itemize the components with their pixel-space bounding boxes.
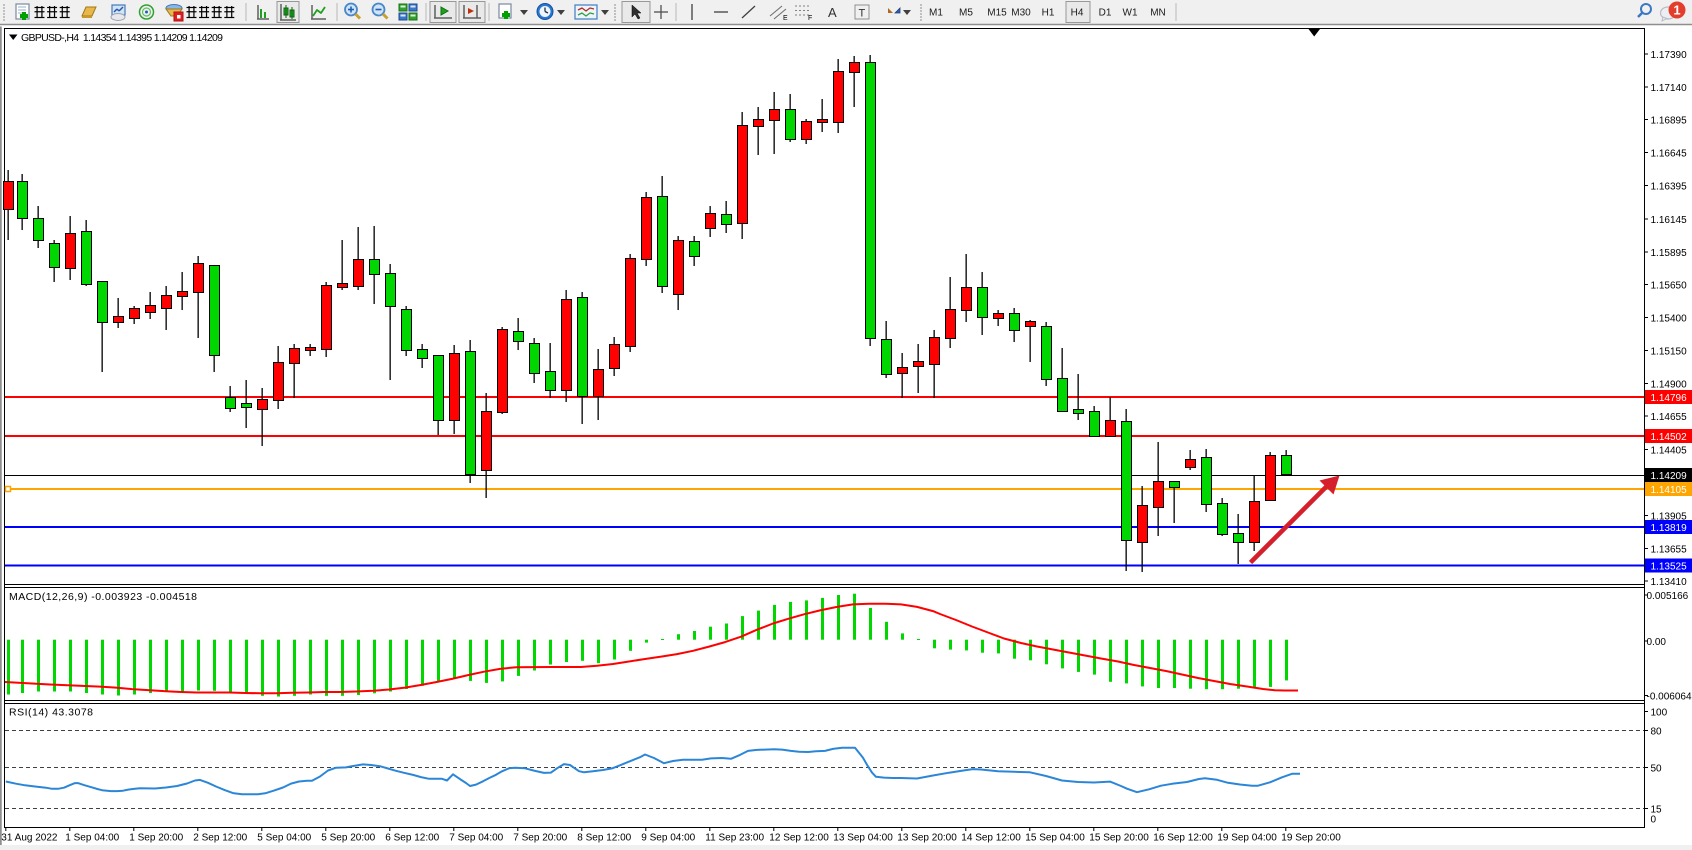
svg-text:19 Sep 20:00: 19 Sep 20:00 <box>1281 833 1341 844</box>
svg-text:0: 0 <box>1651 814 1657 825</box>
svg-text:1.13905: 1.13905 <box>1651 511 1688 522</box>
svg-text:1.14105: 1.14105 <box>1651 485 1688 496</box>
svg-text:H1: H1 <box>1042 8 1055 19</box>
svg-text:50: 50 <box>1651 763 1663 774</box>
svg-text:1.14796: 1.14796 <box>1651 393 1688 404</box>
svg-text:0.005166: 0.005166 <box>1647 591 1689 602</box>
svg-text:6 Sep 12:00: 6 Sep 12:00 <box>385 833 439 844</box>
svg-text:5 Sep 04:00: 5 Sep 04:00 <box>257 833 311 844</box>
svg-text:1.15650: 1.15650 <box>1651 280 1688 291</box>
svg-text:0.00: 0.00 <box>1647 637 1667 648</box>
svg-text:M5: M5 <box>959 8 973 19</box>
svg-text:1.13819: 1.13819 <box>1651 523 1688 534</box>
svg-text:1.15895: 1.15895 <box>1651 248 1688 259</box>
svg-text:13 Sep 20:00: 13 Sep 20:00 <box>897 833 957 844</box>
svg-text:-0.006064: -0.006064 <box>1647 691 1692 702</box>
svg-text:16 Sep 12:00: 16 Sep 12:00 <box>1153 833 1213 844</box>
svg-text:MACD(12,26,9) -0.003923 -0.004: MACD(12,26,9) -0.003923 -0.004518 <box>9 591 197 603</box>
svg-text:T: T <box>859 8 866 20</box>
svg-text:GBPUSD-,H4 1.14354 1.14395 1.: GBPUSD-,H4 1.14354 1.14395 1.14209 1.142… <box>21 32 223 44</box>
svg-text:H4: H4 <box>1071 8 1084 19</box>
svg-text:W1: W1 <box>1123 8 1138 19</box>
svg-text:80: 80 <box>1651 726 1663 737</box>
svg-text:15 Sep 04:00: 15 Sep 04:00 <box>1025 833 1085 844</box>
svg-text:11 Sep 23:00: 11 Sep 23:00 <box>705 833 764 844</box>
svg-text:1 Sep 20:00: 1 Sep 20:00 <box>129 833 183 844</box>
svg-text:19 Sep 04:00: 19 Sep 04:00 <box>1217 833 1277 844</box>
svg-text:2 Sep 12:00: 2 Sep 12:00 <box>193 833 247 844</box>
svg-text:8 Sep 12:00: 8 Sep 12:00 <box>577 833 631 844</box>
svg-text:13 Sep 04:00: 13 Sep 04:00 <box>833 833 893 844</box>
svg-text:1.16395: 1.16395 <box>1651 181 1688 192</box>
svg-text:1.14502: 1.14502 <box>1651 432 1688 443</box>
svg-text:1.17140: 1.17140 <box>1651 83 1688 94</box>
svg-text:7 Sep 04:00: 7 Sep 04:00 <box>449 833 503 844</box>
svg-text:M30: M30 <box>1011 8 1031 19</box>
svg-text:E: E <box>783 15 788 22</box>
svg-text:1.16145: 1.16145 <box>1651 215 1688 226</box>
svg-text:A: A <box>828 5 837 20</box>
svg-text:1.13410: 1.13410 <box>1651 577 1688 588</box>
svg-text:M1: M1 <box>929 8 943 19</box>
svg-text:7 Sep 20:00: 7 Sep 20:00 <box>513 833 567 844</box>
svg-text:31 Aug 2022: 31 Aug 2022 <box>1 833 58 844</box>
svg-text:1.13655: 1.13655 <box>1651 544 1688 555</box>
svg-text:1.17390: 1.17390 <box>1651 50 1688 61</box>
svg-text:M15: M15 <box>987 8 1007 19</box>
svg-text:9 Sep 04:00: 9 Sep 04:00 <box>641 833 695 844</box>
svg-text:D1: D1 <box>1099 8 1112 19</box>
svg-text:1.15150: 1.15150 <box>1651 346 1688 357</box>
svg-text:1 Sep 04:00: 1 Sep 04:00 <box>65 833 119 844</box>
svg-text:1.14900: 1.14900 <box>1651 379 1688 390</box>
svg-text:1.14655: 1.14655 <box>1651 412 1688 423</box>
svg-text:1.16895: 1.16895 <box>1651 115 1688 126</box>
svg-text:15: 15 <box>1651 804 1663 815</box>
svg-text:5 Sep 20:00: 5 Sep 20:00 <box>321 833 375 844</box>
svg-text:RSI(14) 43.3078: RSI(14) 43.3078 <box>9 707 93 719</box>
svg-text:MN: MN <box>1150 8 1166 19</box>
svg-text:1.13525: 1.13525 <box>1651 561 1688 572</box>
svg-text:14 Sep 12:00: 14 Sep 12:00 <box>961 833 1021 844</box>
svg-text:100: 100 <box>1651 707 1668 718</box>
svg-text:1: 1 <box>1673 3 1680 18</box>
svg-text:1.14209: 1.14209 <box>1651 471 1688 482</box>
svg-text:1.14405: 1.14405 <box>1651 445 1688 456</box>
svg-text:1.15400: 1.15400 <box>1651 313 1688 324</box>
svg-text:F: F <box>808 15 812 22</box>
svg-text:12 Sep 12:00: 12 Sep 12:00 <box>769 833 829 844</box>
svg-text:1.16645: 1.16645 <box>1651 148 1688 159</box>
svg-text:15 Sep 20:00: 15 Sep 20:00 <box>1089 833 1149 844</box>
